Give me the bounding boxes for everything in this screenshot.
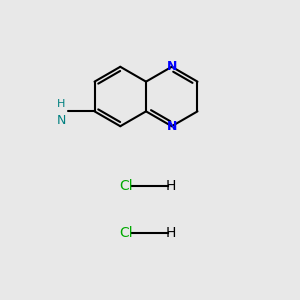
Text: H: H — [166, 179, 176, 193]
Text: N: N — [167, 60, 177, 73]
Text: H: H — [166, 226, 176, 240]
Text: N: N — [57, 114, 66, 127]
Text: Cl: Cl — [119, 179, 133, 193]
Text: Cl: Cl — [119, 226, 133, 240]
Text: N: N — [167, 120, 177, 133]
Text: H: H — [56, 99, 65, 109]
